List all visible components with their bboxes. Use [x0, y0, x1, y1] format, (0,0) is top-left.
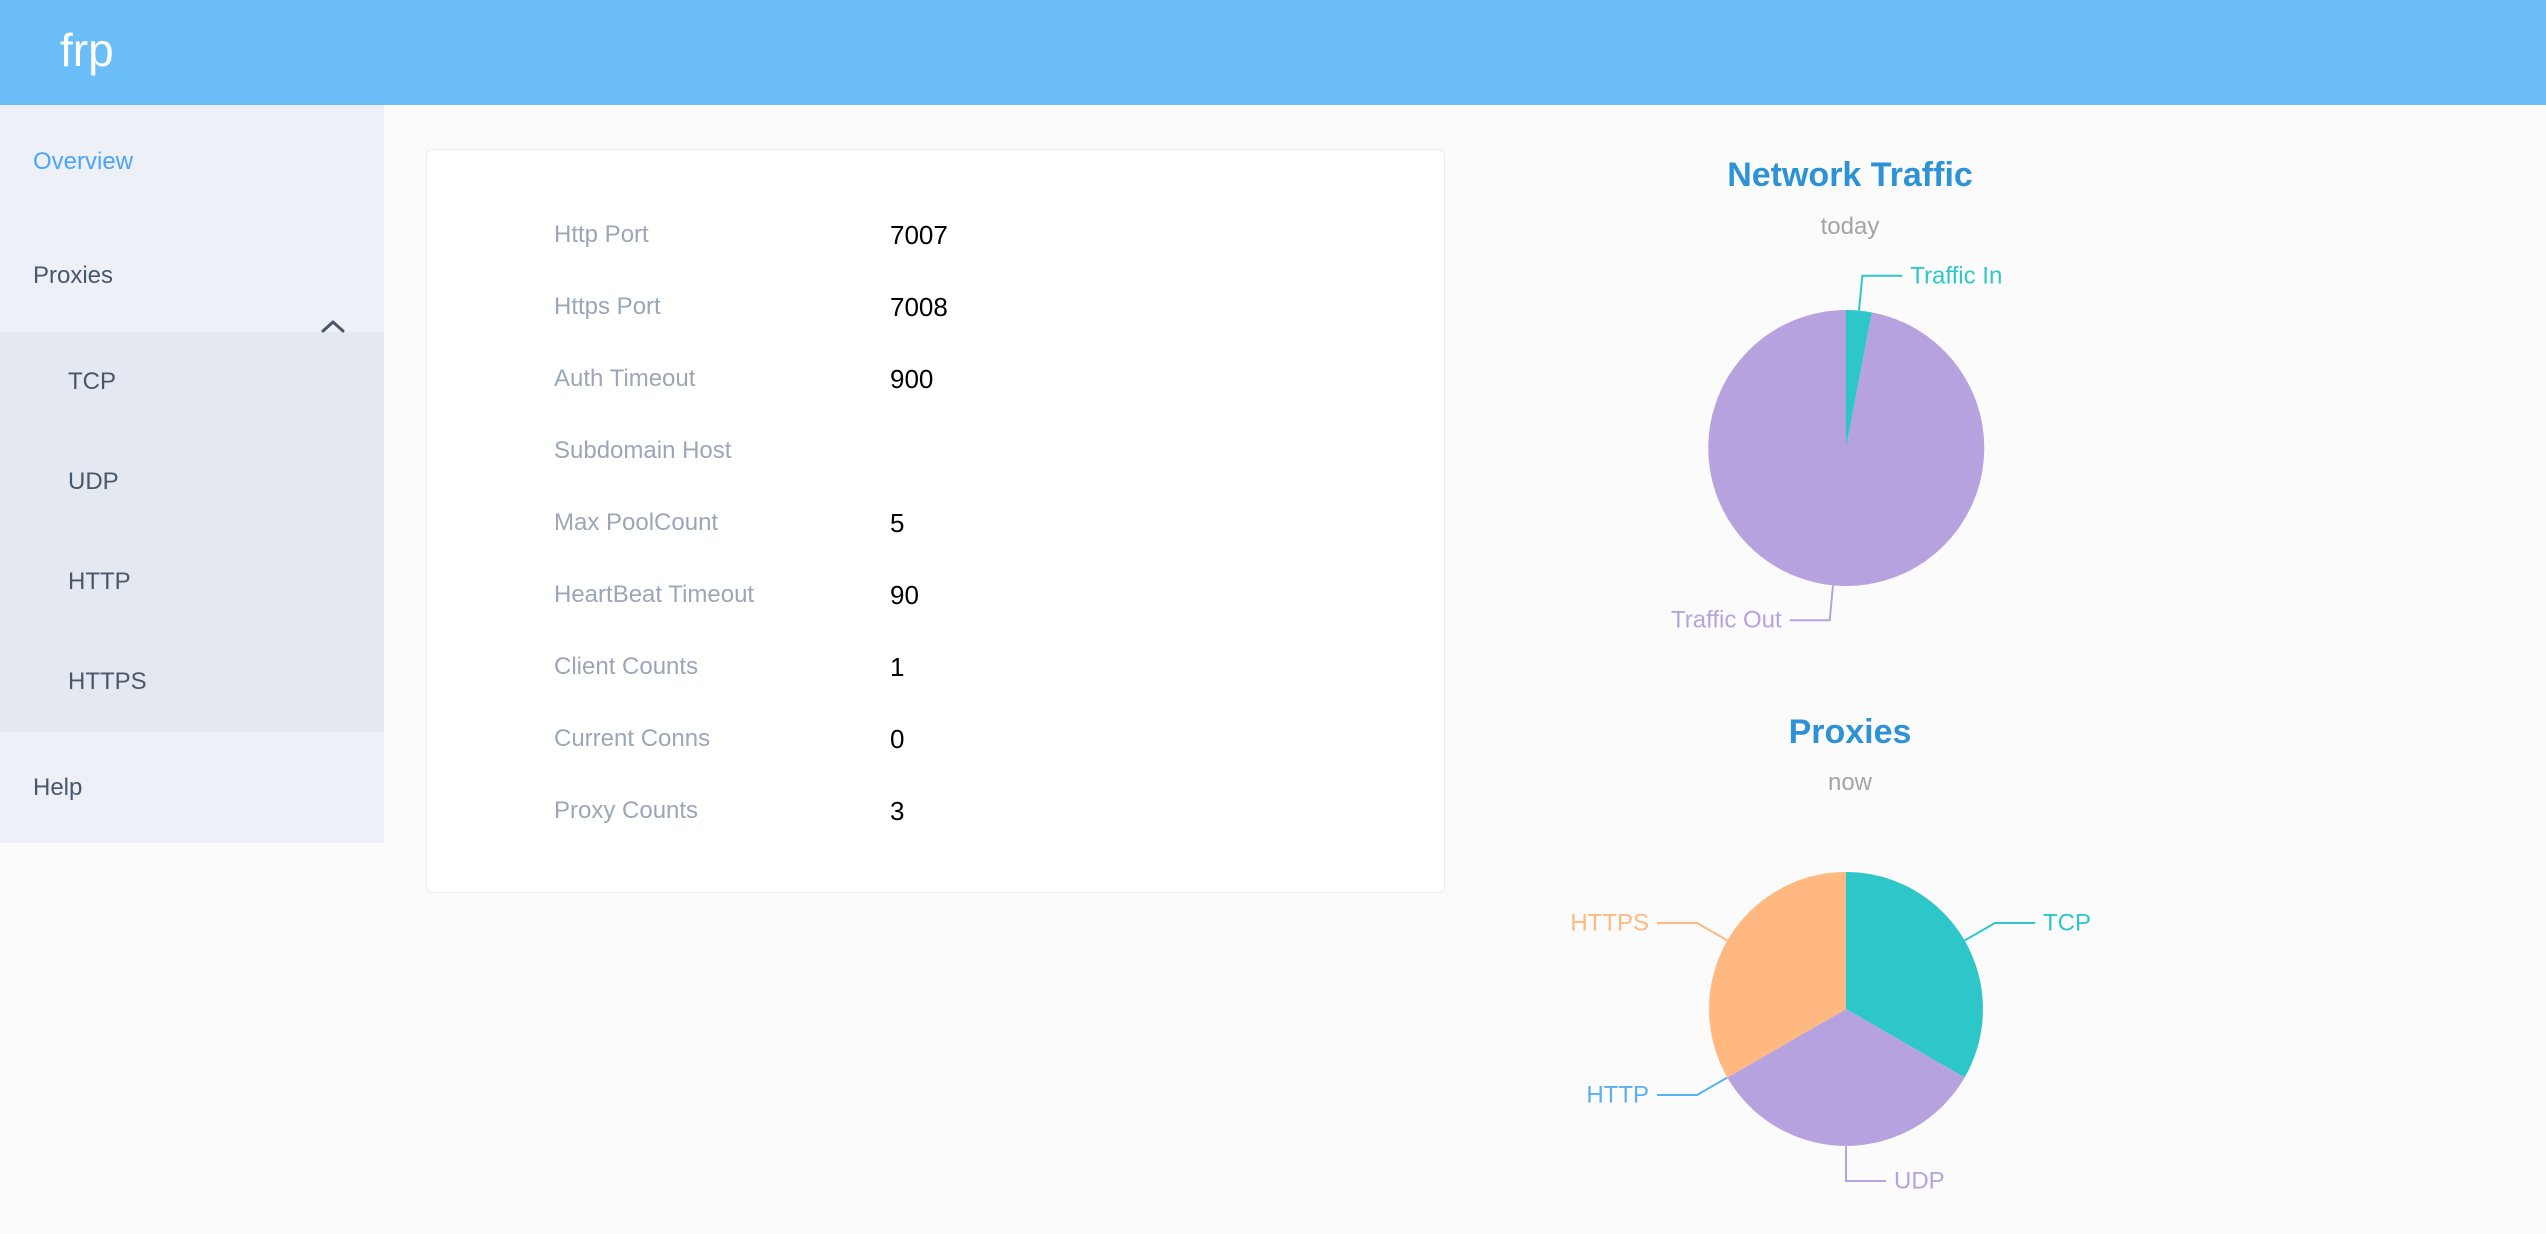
pie-label-traffic-out: Traffic Out [1671, 607, 1782, 634]
sidebar-item-proxies[interactable]: Proxies [0, 219, 384, 332]
config-value: 0 [890, 723, 905, 754]
config-row: Http Port 7007 [427, 199, 1444, 271]
config-row: Client Counts 1 [427, 631, 1444, 703]
pie-slice-udp [1727, 1009, 1965, 1146]
proxies-pie-svg: TCP UDP HTTP HTTPS [1570, 872, 2091, 1195]
config-label: Http Port [554, 221, 649, 248]
config-label: Current Conns [554, 725, 711, 752]
pie-label-udp: UDP [1894, 1168, 1945, 1195]
config-value: 90 [890, 579, 919, 610]
config-label: Proxy Counts [554, 797, 699, 824]
server-config-card: Http Port 7007 Https Port 7008 Auth Time… [426, 149, 1445, 893]
pie-slice-traffic-in [1846, 309, 1872, 448]
config-value: 900 [890, 363, 934, 394]
network-traffic-pie-svg: Traffic In Traffic Out [1671, 262, 2002, 634]
sidebar-item-overview[interactable]: Overview [33, 148, 134, 175]
chart-subtitle: today [1820, 213, 1880, 240]
pie-label-leader-line [1657, 1076, 1728, 1096]
pie-label-leader-line [1858, 274, 1903, 311]
pie-label-traffic-in: Traffic In [1910, 262, 2002, 289]
sidebar-item-help[interactable]: Help [33, 774, 83, 801]
config-label: Https Port [554, 293, 661, 320]
config-row: Auth Timeout 900 [427, 343, 1444, 415]
config-label: Max PoolCount [554, 509, 719, 536]
config-value: 7008 [890, 291, 948, 322]
chart-subtitle: now [1827, 769, 1873, 796]
config-label: Subdomain Host [554, 437, 732, 464]
config-row: HeartBeat Timeout 90 [427, 559, 1444, 631]
config-row: Current Conns 0 [427, 703, 1444, 775]
pie-label-https: HTTPS [1570, 910, 1649, 937]
app-header: frp [0, 0, 2546, 105]
sidebar-submenu-proxies: TCP UDP HTTP HTTPS [0, 332, 384, 732]
pie-label-leader-line [1845, 1146, 1886, 1182]
config-label: HeartBeat Timeout [554, 581, 755, 608]
sidebar-item-http[interactable]: HTTP [68, 568, 131, 595]
sidebar-item-https[interactable]: HTTPS [68, 668, 147, 695]
config-label: Auth Timeout [554, 365, 696, 392]
config-row: Proxy Counts 3 [427, 775, 1444, 847]
config-value: 3 [890, 795, 905, 826]
config-value: 7007 [890, 219, 948, 250]
config-label: Client Counts [554, 653, 699, 680]
config-value: 5 [890, 507, 905, 538]
chevron-up-icon [321, 269, 345, 382]
config-row: Max PoolCount 5 [427, 487, 1444, 559]
sidebar-item-udp[interactable]: UDP [68, 468, 119, 495]
app-logo: frp [60, 24, 114, 76]
pie-slice-https [1709, 872, 1846, 1078]
config-value: 1 [890, 651, 905, 682]
sidebar-item-tcp[interactable]: TCP [68, 368, 116, 395]
chart-title: Network Traffic [1727, 156, 1973, 194]
config-row: Https Port 7008 [427, 271, 1444, 343]
config-row: Subdomain Host [427, 415, 1444, 487]
pie-slice-tcp [1846, 872, 1983, 1078]
pie-label-tcp: TCP [2043, 910, 2091, 937]
pie-label-leader-line [1964, 922, 2035, 942]
pie-label-leader-line [1789, 585, 1834, 622]
pie-label-leader-line [1657, 922, 1728, 942]
sidebar-item-proxies-label: Proxies [33, 262, 114, 289]
pie-slice-traffic-out [1708, 310, 1985, 586]
network-traffic-chart: Network Traffic today Traffic In Traffic … [1540, 150, 2160, 690]
chart-title: Proxies [1788, 713, 1912, 751]
sidebar: Overview Proxies TCP UDP HTTP HTTPS Help [0, 105, 384, 843]
proxies-chart: Proxies now TCP UDP HTTP HTTPS [1540, 706, 2160, 1234]
pie-label-http: HTTP [1586, 1082, 1649, 1109]
